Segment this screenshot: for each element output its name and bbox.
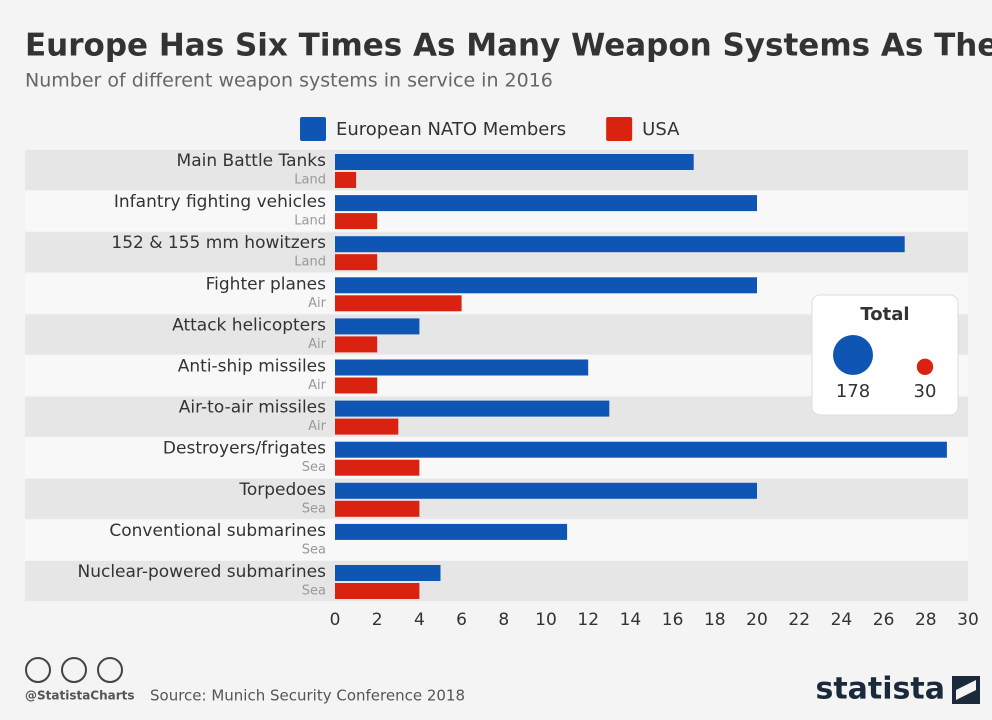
row-band [25,314,968,355]
total-bubble [916,358,934,376]
domain-label: Sea [302,501,326,516]
legend-label: European NATO Members [336,119,566,140]
bar [335,377,378,394]
bar [335,482,757,499]
domain-label: Air [308,419,327,434]
footer-icons [25,657,123,683]
bar [335,254,378,271]
category-label: Attack helicopters [172,315,326,335]
bar [335,459,420,476]
bar [335,195,757,212]
category-label: Main Battle Tanks [177,151,327,171]
legend-swatch [300,117,326,141]
domain-label: Air [308,337,327,352]
x-tick-label: 10 [535,610,557,630]
bar [335,295,462,312]
bar [335,565,441,581]
category-label: Destroyers/frigates [163,439,326,459]
bar [335,400,610,417]
bar [335,441,947,458]
handle: @StatistaCharts [25,689,135,703]
category-label: Torpedoes [238,480,326,500]
bar [335,336,378,353]
category-label: Fighter planes [206,274,327,294]
bar [335,172,357,188]
source: Source: Munich Security Conference 2018 [150,687,465,705]
brand: statista [815,672,945,707]
x-tick-label: 8 [498,610,509,630]
x-tick-label: 12 [577,610,599,630]
x-tick-label: 30 [957,610,979,630]
x-tick-label: 28 [915,610,937,630]
chart-subtitle: Number of different weapon systems in se… [25,70,553,92]
x-tick-label: 22 [788,610,810,630]
domain-label: Air [308,296,327,311]
domain-label: Sea [302,460,326,475]
bar [335,213,378,230]
bar [335,318,420,335]
domain-label: Air [308,378,327,393]
bar [335,583,420,599]
x-tick-label: 20 [746,610,768,630]
bar [335,277,757,294]
x-tick-label: 0 [330,610,341,630]
category-label: Air-to-air missiles [179,398,326,418]
x-tick-label: 6 [456,610,467,630]
total-bubble [833,335,873,375]
row-band [25,561,968,602]
x-tick-label: 24 [831,610,853,630]
bar [335,359,589,376]
bar [335,523,568,540]
total-label: 30 [914,381,937,402]
domain-label: Sea [302,584,326,599]
x-tick-label: 18 [704,610,726,630]
bar [335,418,399,435]
domain-label: Land [294,214,326,229]
x-tick-label: 2 [372,610,383,630]
bar [335,154,694,170]
total-label: 178 [836,381,870,402]
x-tick-label: 16 [662,610,684,630]
brand-logo [952,676,980,704]
category-label: Conventional submarines [109,521,326,541]
bar [335,236,905,253]
chart-title: Europe Has Six Times As Many Weapon Syst… [25,28,992,64]
domain-label: Land [294,173,326,188]
legend-swatch [606,117,633,141]
totals-box [811,294,959,416]
totals-title: Total [860,304,909,325]
x-tick-label: 14 [620,610,642,630]
domain-label: Land [294,255,326,270]
category-label: Nuclear-powered submarines [77,562,326,582]
category-label: Anti-ship missiles [178,357,326,377]
x-tick-label: 4 [414,610,425,630]
domain-label: Sea [302,542,326,557]
legend-label: USA [642,119,680,140]
category-label: 152 & 155 mm howitzers [111,233,326,253]
bar [335,500,420,517]
x-tick-label: 26 [873,610,895,630]
category-label: Infantry fighting vehicles [114,192,326,212]
